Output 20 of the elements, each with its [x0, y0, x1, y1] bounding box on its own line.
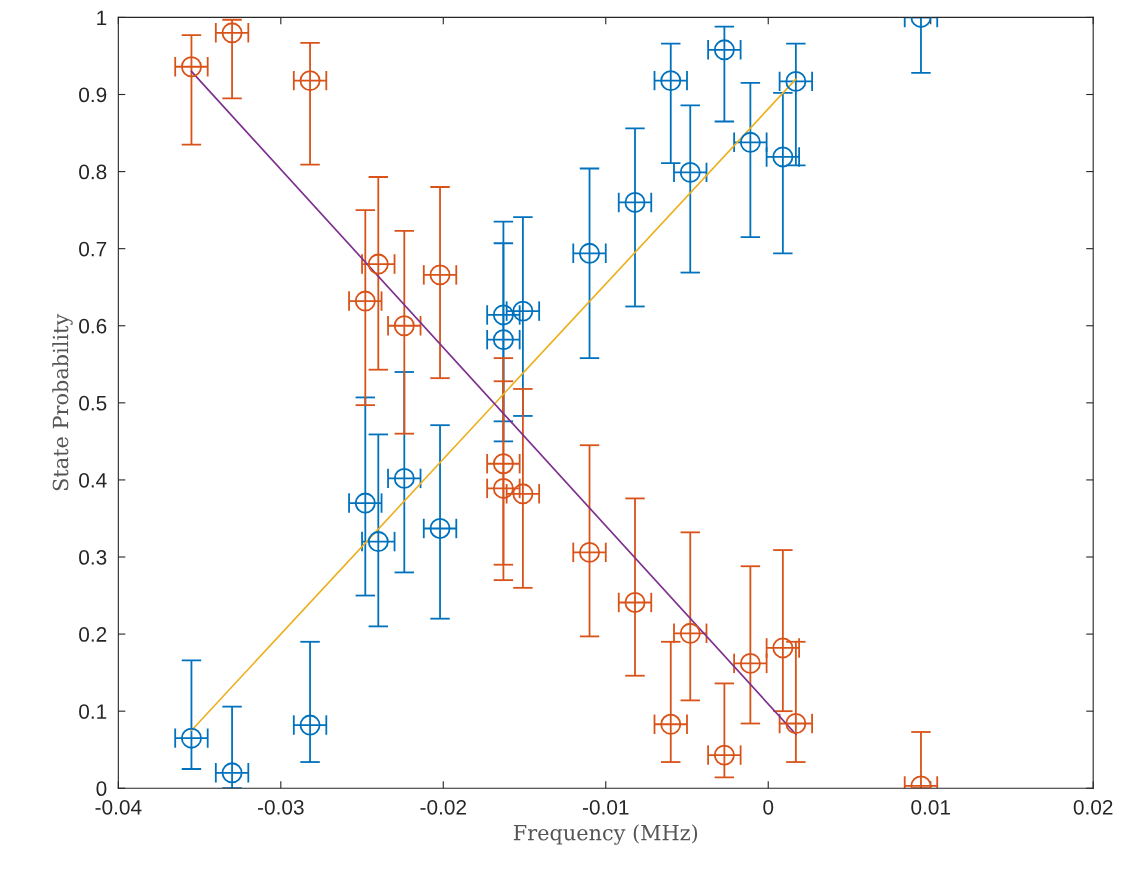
y-tick-label: 0.6 — [79, 318, 107, 334]
x-tick-label: -0.03 — [258, 799, 304, 815]
y-tick-label: 0.9 — [79, 87, 107, 103]
x-axis-title: Frequency (MHz) — [513, 824, 698, 845]
y-tick-label: 0.3 — [79, 550, 107, 565]
y-tick-label: 1 — [97, 10, 107, 25]
y-tick-label: 0.7 — [79, 241, 107, 257]
x-tick-label: 0.02 — [1073, 799, 1113, 815]
y-tick-label: 0.5 — [79, 395, 107, 411]
y-axis-title: State Probability — [52, 313, 73, 491]
y-tick-label: 0.2 — [79, 627, 107, 642]
y-tick-label: 0.8 — [79, 164, 107, 180]
y-tick-label: 0 — [96, 781, 107, 797]
x-tick-label: -0.04 — [95, 799, 142, 815]
x-tick-label: 0 — [763, 799, 774, 815]
y-tick-label: 0.1 — [79, 704, 107, 719]
x-tick-label: -0.02 — [420, 799, 466, 815]
y-tick-label: 0.4 — [79, 472, 107, 488]
x-tick-label: 0.01 — [911, 799, 950, 815]
x-tick-label: -0.01 — [582, 799, 629, 815]
